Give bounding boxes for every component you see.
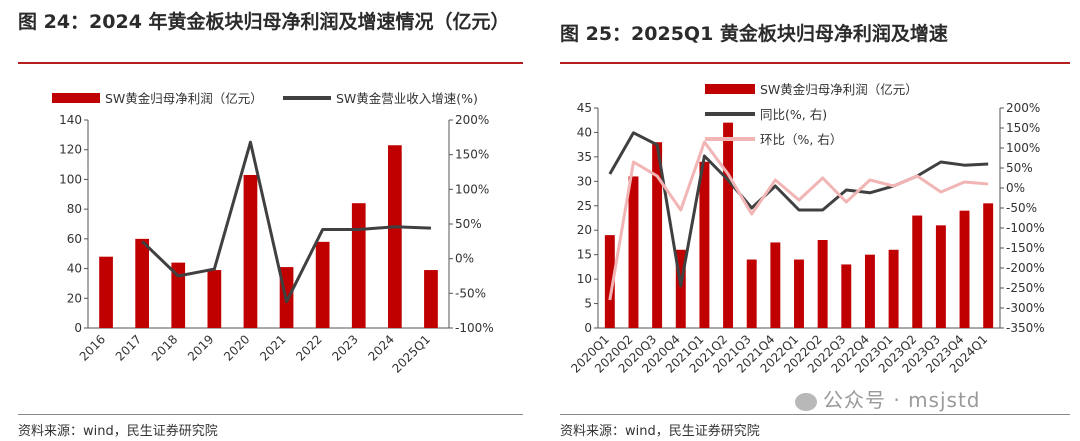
right-chart-left-tick-label: 45 <box>577 101 592 115</box>
right-chart-right-tick-label: -50% <box>1006 201 1037 215</box>
right-chart-bar <box>959 210 970 328</box>
right-chart-bar <box>675 249 686 328</box>
right-chart-bar <box>652 142 663 328</box>
left-chart-legend-label: SW黄金归母净利润（亿元） <box>105 91 263 106</box>
left-chart-legend-label: SW黄金营业收入增速(%) <box>336 91 478 106</box>
right-chart-left-tick-label: 20 <box>577 223 592 237</box>
watermark-text: 公众号 · msjstd <box>823 388 981 412</box>
right-chart-bar <box>912 215 923 328</box>
left-chart-left-tick-label: 140 <box>59 113 82 127</box>
right-title-rule <box>560 62 1070 64</box>
right-chart-legend-label: 环比（%, 右） <box>760 132 842 147</box>
right-chart-bar <box>983 203 994 328</box>
right-figure: 图 25：2025Q1 黄金板块归母净利润及增速 0 5 10 15 20 25 30 35 4… <box>540 0 1080 441</box>
left-chart-right-tick-label: 150% <box>455 148 489 162</box>
left-chart-x-tick-label: 2017 <box>113 332 144 363</box>
left-chart-bar <box>171 262 186 328</box>
left-chart-line-primary <box>141 140 432 304</box>
right-chart: 0 5 10 15 20 25 30 35 40 45 -350% -300% -250% -200% -1… <box>568 82 1045 376</box>
watermark: 公众号 · msjstd <box>795 384 981 413</box>
right-chart-right-tick-label: 0% <box>1006 181 1025 195</box>
left-source: 资料来源：wind，民生证券研究院 <box>18 424 218 439</box>
right-chart-left-tick-label: 35 <box>577 150 592 164</box>
right-chart-right-tick-label: -300% <box>1006 301 1045 315</box>
left-chart: 0 20 40 60 80 100 120 140 -100% -50% 0% 50% 100% 150%… <box>52 91 494 376</box>
right-chart-legend-label: SW黄金归母净利润（亿元） <box>760 82 918 97</box>
right-figure-title: 图 25：2025Q1 黄金板块归母净利润及增速 <box>560 23 948 45</box>
right-chart-bar <box>794 259 804 328</box>
left-chart-left-tick-label: 60 <box>67 232 82 246</box>
right-chart-left-tick-label: 30 <box>577 174 592 188</box>
right-chart-left-tick-label: 15 <box>577 248 592 262</box>
left-chart-bar <box>315 241 330 328</box>
left-chart-left-tick-label: 0 <box>74 321 82 335</box>
left-chart-left-tick-label: 80 <box>67 202 82 216</box>
right-chart-right-tick-label: -250% <box>1006 281 1045 295</box>
left-chart-bar <box>207 270 222 328</box>
left-chart-x-tick-label: 2019 <box>185 332 216 363</box>
right-chart-bar <box>604 235 615 328</box>
right-chart-line-secondary <box>608 140 989 301</box>
left-chart-x-tick-label: 2023 <box>329 332 360 363</box>
left-chart-right-tick-label: 200% <box>455 113 489 127</box>
right-chart-bar <box>841 264 852 328</box>
right-chart-bar <box>746 259 757 328</box>
left-chart-x-tick-label: 2022 <box>293 332 324 363</box>
left-chart-x-tick-label: 2024 <box>365 332 396 363</box>
left-chart-x-tick-label: 2025Q1 <box>389 332 433 376</box>
right-chart-right-tick-label: 50% <box>1006 161 1033 175</box>
left-figure: 图 24：2024 年黄金板块归母净利润及增速情况（亿元） 0 20 40 60 80 1… <box>18 11 523 439</box>
right-chart-right-tick-label: -100% <box>1006 221 1045 235</box>
right-chart-bar <box>935 225 946 328</box>
left-chart-x-tick-label: 2021 <box>257 332 288 363</box>
right-chart-bar <box>723 122 734 328</box>
left-chart-right-tick-label: 50% <box>455 217 482 231</box>
left-chart-left-tick-label: 100 <box>59 172 82 186</box>
right-chart-bar <box>817 240 828 328</box>
left-chart-left-tick-label: 20 <box>67 291 82 305</box>
left-chart-bar <box>243 174 258 328</box>
left-figure-title: 图 24：2024 年黄金板块归母净利润及增速情况（亿元） <box>18 11 510 33</box>
right-bottom-rule <box>560 414 1070 415</box>
right-chart-right-tick-label: 150% <box>1006 121 1040 135</box>
right-chart-right-tick-label: 100% <box>1006 141 1040 155</box>
left-chart-bar <box>351 203 366 328</box>
right-chart-bar <box>699 161 710 328</box>
left-title-rule <box>18 62 523 64</box>
right-chart-right-tick-label: -350% <box>1006 321 1045 335</box>
right-source: 资料来源：wind，民生证券研究院 <box>560 424 760 439</box>
right-chart-bar <box>770 242 781 328</box>
left-chart-left-tick-label: 120 <box>59 143 82 157</box>
right-chart-left-tick-label: 10 <box>577 272 592 286</box>
left-chart-right-tick-label: -100% <box>455 321 494 335</box>
right-chart-bar <box>864 254 875 328</box>
right-chart-left-tick-label: 25 <box>577 199 592 213</box>
right-chart-right-tick-label: -150% <box>1006 241 1045 255</box>
left-bottom-rule <box>18 414 523 415</box>
right-chart-right-tick-label: 200% <box>1006 101 1040 115</box>
left-chart-right-tick-label: 100% <box>455 182 489 196</box>
right-chart-right-tick-label: -200% <box>1006 261 1045 275</box>
left-chart-right-tick-label: -50% <box>455 286 486 300</box>
left-chart-x-tick-label: 2016 <box>77 332 108 363</box>
left-chart-left-tick-label: 40 <box>67 262 82 276</box>
right-chart-bar <box>888 249 899 328</box>
right-chart-legend-label: 同比(%, 右) <box>760 107 827 122</box>
right-chart-bar <box>628 176 639 328</box>
right-chart-left-tick-label: 40 <box>577 125 592 139</box>
left-chart-right-tick-label: 0% <box>455 252 474 266</box>
left-chart-x-tick-label: 2018 <box>149 332 180 363</box>
right-chart-line-primary <box>608 131 989 288</box>
left-chart-bar <box>424 270 438 328</box>
right-chart-left-tick-label: 0 <box>584 321 592 335</box>
left-chart-legend-swatch <box>52 93 100 103</box>
left-chart-bar <box>99 256 113 328</box>
left-chart-bar <box>387 145 402 328</box>
left-chart-x-tick-label: 2020 <box>221 332 252 363</box>
right-chart-left-tick-label: 5 <box>584 297 592 311</box>
wechat-icon <box>795 392 817 411</box>
right-chart-legend-swatch <box>705 84 755 94</box>
left-chart-bar <box>135 238 150 328</box>
